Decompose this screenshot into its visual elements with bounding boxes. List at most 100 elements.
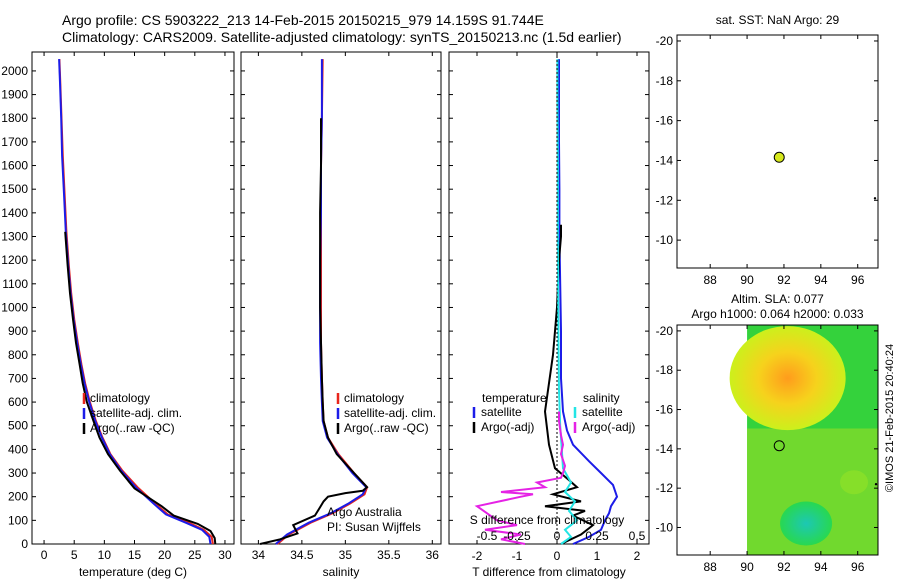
depth-tick-label: 1200	[1, 253, 28, 267]
sst-map-lat-label: -12	[656, 193, 674, 207]
depth-tick-label: 0	[21, 537, 28, 551]
sla-map-lat-label: -20	[656, 324, 674, 338]
difference-legend-label: Argo(-adj)	[582, 420, 635, 434]
sla-map-lat-label: -16	[656, 403, 674, 417]
temperature-series-2	[64, 231, 217, 545]
difference-series-3	[474, 411, 567, 545]
salinity-series-2	[259, 118, 369, 545]
sst-map-lat-label: -18	[656, 74, 674, 88]
sla-map-lon-label: 96	[851, 560, 865, 574]
temperature-xtick-label: 5	[71, 548, 78, 562]
temperature-legend-label: Argo(..raw -QC)	[90, 421, 175, 435]
depth-tick-label: 1800	[1, 111, 28, 125]
legend-header-salinity: salinity	[583, 391, 620, 405]
sla-title-1: Altim. SLA: 0.077	[731, 292, 824, 306]
sst-map-lon-label: 96	[851, 273, 865, 287]
depth-tick-label: 1400	[1, 206, 28, 220]
salinity-xtick-label: 35	[339, 548, 353, 562]
salinity-legend-label: Argo(..raw -QC)	[344, 421, 429, 435]
sdiff-tick-label: -0.25	[503, 529, 531, 543]
tdiff-tick-label: 2	[634, 549, 641, 563]
difference-legend-label: satellite	[481, 405, 522, 419]
sst-map-lat-label: -20	[656, 34, 674, 48]
depth-tick-label: 1000	[1, 300, 28, 314]
depth-tick-label: 200	[8, 490, 28, 504]
coast-dot	[873, 197, 877, 200]
sdiff-tick-label: 0.25	[585, 529, 609, 543]
difference-series-0	[558, 59, 619, 545]
temperature-xtick-label: 10	[98, 548, 112, 562]
sdiff-label: S difference from climatology	[470, 513, 625, 527]
argo-australia-note: Argo Australia	[327, 505, 402, 519]
sdiff-tick-label: -0.5	[477, 529, 498, 543]
difference-xlabel: T difference from climatology	[472, 565, 626, 579]
temperature-xtick-label: 30	[218, 548, 232, 562]
temperature-legend-label: satellite-adj. clim.	[90, 406, 182, 420]
sla-map-lat-label: -12	[656, 481, 674, 495]
depth-tick-label: 600	[8, 395, 28, 409]
depth-tick-label: 500	[8, 419, 28, 433]
tdiff-tick-label: 1	[594, 549, 601, 563]
tdiff-tick-label: 0	[554, 549, 561, 563]
salinity-legend-label: climatology	[344, 391, 404, 405]
sdiff-tick-label: 0	[554, 529, 561, 543]
depth-tick-label: 100	[8, 513, 28, 527]
sla-map-lat-label: -10	[656, 520, 674, 534]
difference-legend-label: Argo(-adj)	[481, 420, 534, 434]
depth-tick-label: 400	[8, 442, 28, 456]
sla-low-anomaly	[780, 501, 833, 546]
sdiff-tick-label: 0.5	[629, 529, 646, 543]
pi-note: PI: Susan Wijffels	[327, 520, 421, 534]
temperature-xlabel: temperature (deg C)	[79, 565, 187, 579]
sst-map-lon-label: 90	[740, 273, 754, 287]
temperature-series-0	[58, 59, 214, 545]
sla-map-lon-label: 92	[777, 560, 791, 574]
tdiff-tick-label: -2	[472, 549, 483, 563]
difference-frame	[448, 51, 650, 545]
sla-map-lat-label: -18	[656, 363, 674, 377]
temperature-frame	[31, 51, 235, 545]
sst-map-lat-label: -16	[656, 114, 674, 128]
salinity-legend-label: satellite-adj. clim.	[344, 406, 436, 420]
sla-high-anomaly	[729, 326, 846, 431]
salinity-xtick-label: 36	[426, 548, 440, 562]
tdiff-tick-label: -1	[512, 549, 523, 563]
sst-map-lat-label: -14	[656, 153, 674, 167]
sst-map-lon-label: 88	[704, 273, 718, 287]
temperature-series-1	[58, 59, 212, 545]
sst-map-frame	[676, 34, 879, 269]
argo-position-marker	[773, 440, 785, 452]
depth-tick-label: 300	[8, 466, 28, 480]
sla-title-2: Argo h1000: 0.064 h2000: 0.033	[691, 307, 863, 321]
sst-map-lon-label: 94	[814, 273, 828, 287]
sla-map-lat-label: -14	[656, 442, 674, 456]
depth-tick-label: 1100	[2, 277, 28, 291]
sla-map-frame	[676, 324, 879, 556]
depth-tick-label: 800	[8, 348, 28, 362]
salinity-xlabel: salinity	[323, 565, 360, 579]
imos-credit: ©IMOS 21-Feb-2015 20:40:24	[884, 344, 896, 492]
salinity-xtick-label: 35.5	[377, 548, 401, 562]
sst-map-lat-label: -10	[656, 233, 674, 247]
salinity-xtick-label: 34.5	[290, 548, 314, 562]
depth-tick-label: 1700	[1, 135, 28, 149]
difference-legend-label: satellite	[582, 405, 623, 419]
depth-tick-label: 1900	[1, 88, 28, 102]
temperature-xtick-label: 25	[188, 548, 202, 562]
temperature-xtick-label: 15	[128, 548, 142, 562]
sla-map-lon-label: 94	[814, 560, 828, 574]
legend-header-temperature: temperature	[482, 391, 547, 405]
depth-tick-label: 900	[8, 324, 28, 338]
sst-map-lon-label: 92	[777, 273, 791, 287]
coast-dot	[874, 483, 878, 486]
salinity-xtick-label: 34	[252, 548, 266, 562]
sla-map-lon-label: 90	[740, 560, 754, 574]
profile-title: Argo profile: CS 5903222_213 14-Feb-2015…	[62, 12, 544, 28]
climatology-title: Climatology: CARS2009. Satellite-adjuste…	[62, 29, 622, 45]
depth-tick-label: 700	[8, 371, 28, 385]
depth-tick-label: 1500	[1, 182, 28, 196]
depth-tick-label: 1300	[1, 230, 28, 244]
temperature-legend-label: climatology	[90, 391, 150, 405]
temperature-xtick-label: 20	[158, 548, 172, 562]
